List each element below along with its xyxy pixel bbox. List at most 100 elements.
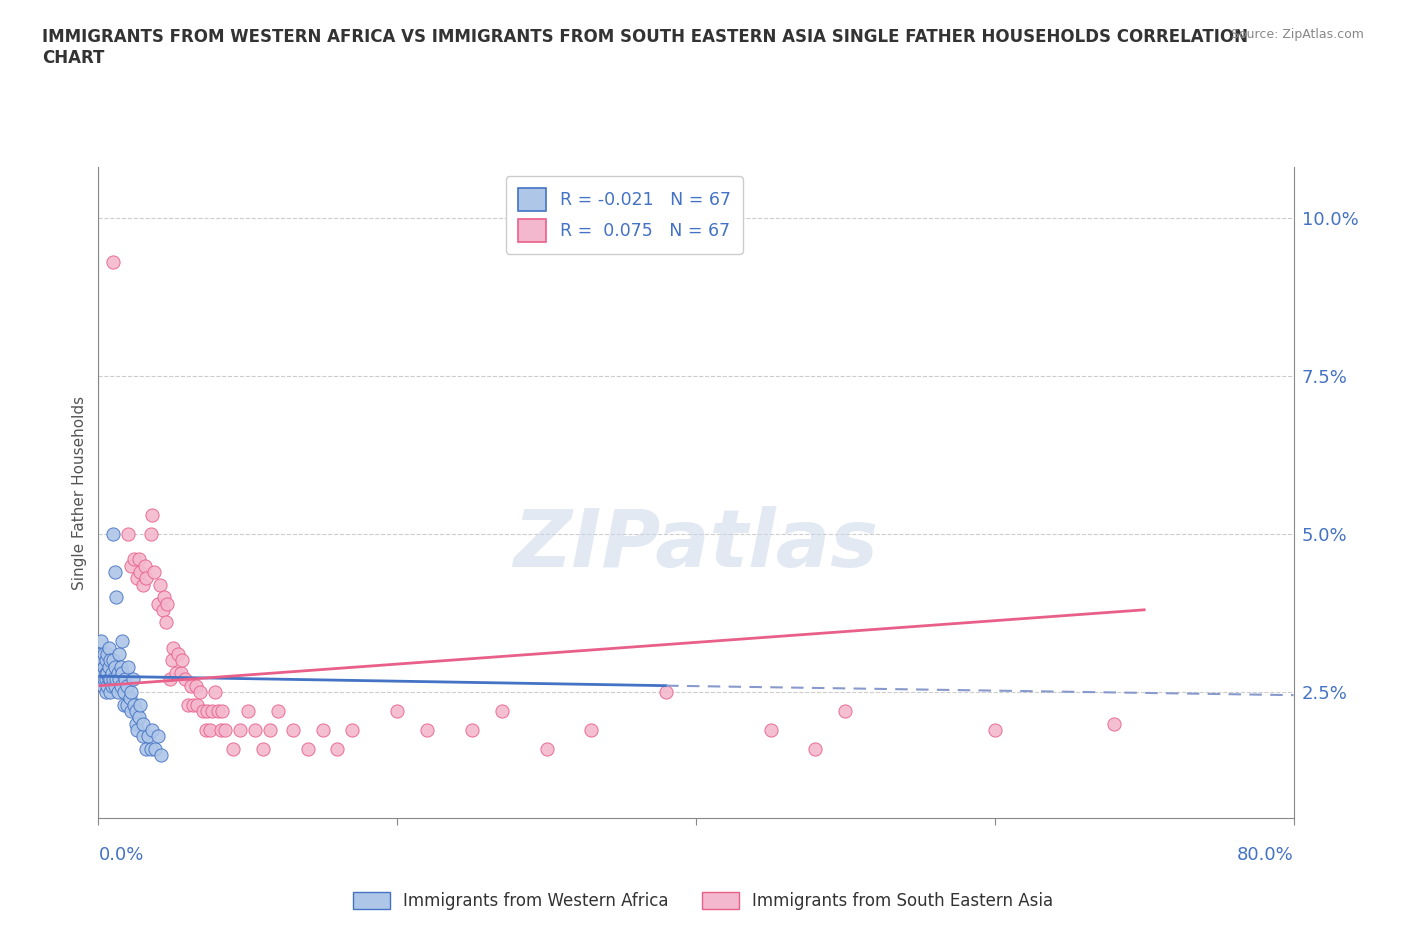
Point — [93, 659, 115, 674]
Point — [93, 671, 115, 686]
Point — [104, 659, 127, 674]
Point — [416, 723, 439, 737]
Point — [281, 723, 304, 737]
Point — [536, 741, 558, 756]
Point — [127, 723, 149, 737]
Point — [127, 571, 149, 586]
Point — [101, 666, 124, 681]
Point — [984, 723, 1007, 737]
Point — [207, 703, 229, 718]
Point — [103, 653, 125, 668]
Point — [91, 666, 114, 681]
Point — [132, 729, 155, 744]
Point — [211, 703, 233, 718]
Point — [804, 741, 827, 756]
Point — [252, 741, 274, 756]
Y-axis label: Single Father Households: Single Father Households — [72, 396, 87, 590]
Point — [125, 716, 148, 731]
Point — [120, 703, 142, 718]
Point — [186, 698, 208, 712]
Point — [200, 723, 222, 737]
Point — [165, 666, 187, 681]
Point — [128, 551, 150, 566]
Point — [311, 723, 333, 737]
Point — [136, 729, 159, 744]
Point — [108, 646, 131, 661]
Point — [97, 641, 120, 656]
Point — [142, 565, 165, 579]
Point — [98, 653, 122, 668]
Point — [139, 526, 162, 541]
Point — [114, 671, 136, 686]
Point — [94, 653, 117, 668]
Point — [177, 698, 200, 712]
Point — [112, 698, 135, 712]
Point — [90, 634, 112, 649]
Point — [204, 684, 226, 699]
Point — [139, 741, 162, 756]
Point — [94, 671, 117, 686]
Point — [152, 603, 174, 618]
Point — [91, 678, 114, 693]
Point — [297, 741, 319, 756]
Point — [111, 666, 134, 681]
Point — [96, 666, 118, 681]
Point — [143, 741, 166, 756]
Point — [197, 703, 219, 718]
Point — [162, 641, 184, 656]
Point — [120, 558, 142, 573]
Point — [89, 671, 111, 686]
Point — [149, 578, 172, 592]
Point — [129, 565, 152, 579]
Point — [342, 723, 364, 737]
Point — [108, 671, 131, 686]
Point — [132, 716, 155, 731]
Point — [97, 671, 120, 686]
Point — [172, 653, 194, 668]
Point — [107, 666, 129, 681]
Point — [104, 565, 127, 579]
Point — [188, 684, 211, 699]
Point — [132, 578, 155, 592]
Point — [94, 666, 117, 681]
Point — [174, 671, 197, 686]
Point — [115, 678, 138, 693]
Point — [90, 659, 112, 674]
Point — [326, 741, 349, 756]
Point — [98, 684, 122, 699]
Point — [236, 703, 259, 718]
Point — [159, 671, 181, 686]
Point — [229, 723, 252, 737]
Point — [90, 646, 112, 661]
Point — [267, 703, 290, 718]
Text: Source: ZipAtlas.com: Source: ZipAtlas.com — [1230, 28, 1364, 41]
Point — [110, 659, 132, 674]
Point — [105, 590, 128, 604]
Point — [134, 558, 156, 573]
Text: 0.0%: 0.0% — [98, 846, 143, 864]
Point — [124, 551, 146, 566]
Point — [148, 596, 170, 611]
Point — [150, 748, 173, 763]
Point — [209, 723, 232, 737]
Point — [461, 723, 484, 737]
Point — [160, 653, 183, 668]
Point — [148, 729, 170, 744]
Point — [184, 678, 207, 693]
Point — [1104, 716, 1126, 731]
Point — [117, 526, 139, 541]
Point — [103, 255, 125, 270]
Point — [120, 684, 142, 699]
Point — [135, 571, 157, 586]
Point — [245, 723, 267, 737]
Point — [491, 703, 513, 718]
Point — [581, 723, 603, 737]
Point — [103, 671, 125, 686]
Point — [201, 703, 224, 718]
Point — [101, 678, 124, 693]
Point — [191, 703, 214, 718]
Point — [104, 678, 127, 693]
Point — [103, 526, 125, 541]
Point — [153, 590, 176, 604]
Point — [214, 723, 236, 737]
